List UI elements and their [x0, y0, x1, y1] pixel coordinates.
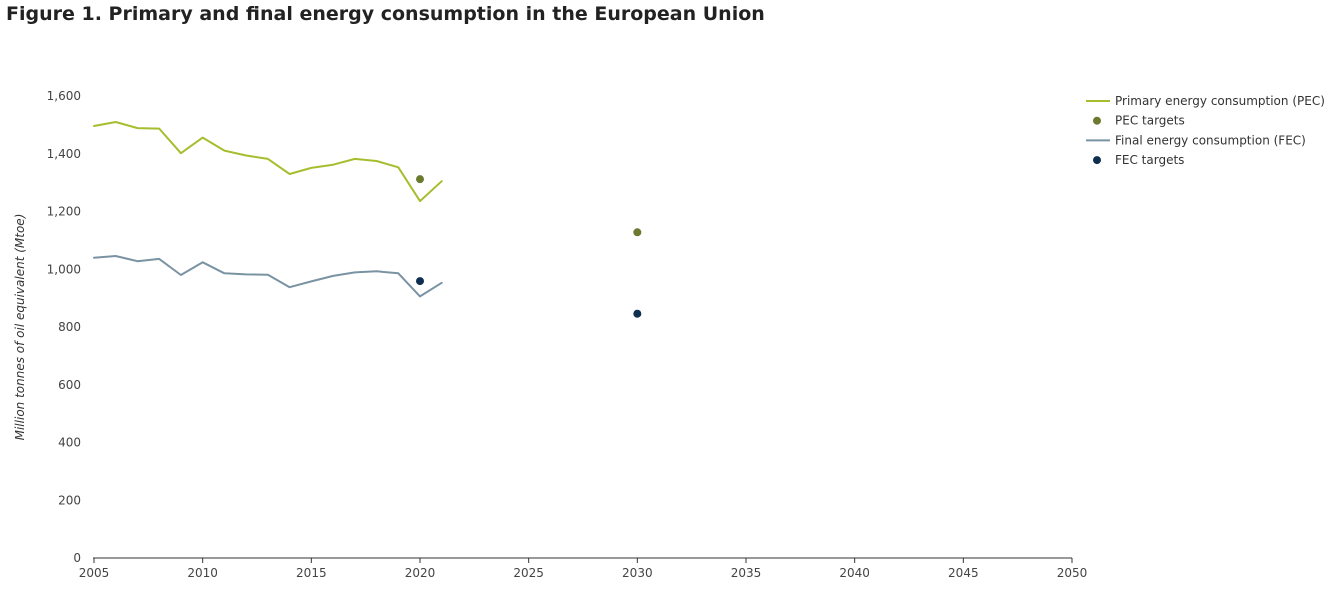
- x-tick-label: 2045: [948, 566, 979, 580]
- data-point-fec-targets: [416, 277, 424, 286]
- data-point-pec-targets: [633, 228, 642, 237]
- x-tick-label: 2010: [187, 566, 218, 580]
- legend-label-pec-targets: PEC targets: [1115, 114, 1185, 128]
- series-layer: [93, 121, 642, 318]
- legend: Primary energy consumption (PEC) PEC targ…: [1086, 94, 1325, 167]
- y-tick-label: 1,400: [47, 147, 81, 161]
- y-tick-label: 0: [73, 551, 81, 565]
- data-point-fec-targets: [633, 309, 642, 318]
- x-tick-label: 2020: [405, 566, 436, 580]
- y-tick-label: 1,200: [47, 205, 81, 219]
- y-axis-ticks: 0 200 400 600 800 1,000 1,200 1,400 1,600: [47, 89, 81, 565]
- legend-label-final-energy-consumption-fec: Final energy consumption (FEC): [1115, 133, 1306, 147]
- data-point-pec-targets: [416, 175, 424, 184]
- y-tick-label: 1,000: [47, 262, 81, 276]
- x-tick-label: 2015: [296, 566, 327, 580]
- x-tick-label: 2050: [1057, 566, 1088, 580]
- y-tick-label: 1,600: [47, 89, 81, 103]
- series-line-final-energy-consumption-fec: [93, 255, 443, 298]
- page-title: Figure 1. Primary and final energy consu…: [6, 3, 765, 25]
- x-tick-label: 2035: [731, 566, 762, 580]
- y-axis-title: Million tonnes of oil equivalent (Mtoe): [13, 214, 27, 441]
- x-tick-label: 2030: [622, 566, 653, 580]
- y-tick-label: 600: [58, 378, 81, 392]
- x-tick-label: 2025: [513, 566, 544, 580]
- legend-label-fec-targets: FEC targets: [1115, 153, 1184, 167]
- y-axis-title-group: Million tonnes of oil equivalent (Mtoe): [13, 214, 27, 441]
- y-tick-label: 800: [58, 320, 81, 334]
- x-axis-ticks: 2005 2010 2015 2020 2025 2030 2035 2040 2045 2050: [79, 558, 1088, 580]
- x-tick-label: 2040: [839, 566, 870, 580]
- series-line-primary-energy-consumption-pec: [93, 121, 443, 203]
- y-tick-label: 200: [58, 493, 81, 507]
- x-tick-label: 2005: [79, 566, 110, 580]
- legend-label-primary-energy-consumption-pec: Primary energy consumption (PEC): [1115, 94, 1325, 108]
- legend-swatch-fec-targets: [1093, 156, 1101, 165]
- legend-swatch-pec-targets: [1093, 116, 1101, 125]
- y-tick-label: 400: [58, 436, 81, 450]
